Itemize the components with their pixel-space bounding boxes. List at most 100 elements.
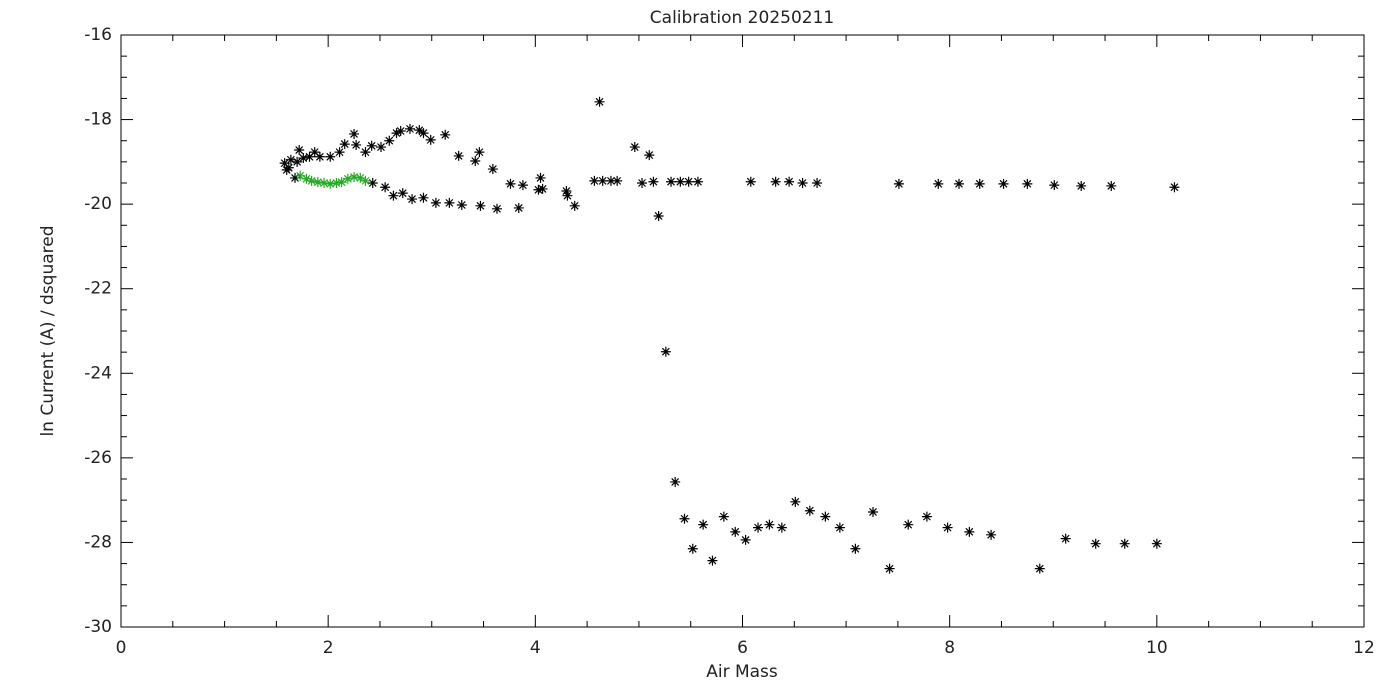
data-point xyxy=(295,170,306,181)
data-point xyxy=(986,529,997,540)
data-point xyxy=(921,511,932,522)
data-point xyxy=(784,176,795,187)
data-point xyxy=(336,177,347,188)
data-point xyxy=(418,192,429,203)
data-point xyxy=(1151,538,1162,549)
data-point xyxy=(325,151,336,162)
data-point xyxy=(375,142,386,153)
data-point xyxy=(562,190,573,201)
data-point xyxy=(355,172,366,183)
data-point xyxy=(505,178,516,189)
data-point xyxy=(474,147,485,158)
data-point xyxy=(487,164,498,175)
data-point xyxy=(1060,533,1071,544)
data-point xyxy=(597,175,608,186)
data-point xyxy=(425,134,436,145)
data-point xyxy=(1169,182,1180,193)
data-point xyxy=(492,203,503,214)
data-point xyxy=(349,128,360,139)
data-point xyxy=(707,555,718,566)
data-point xyxy=(349,172,360,183)
data-point xyxy=(589,175,600,186)
y-tick-label: -22 xyxy=(84,279,112,299)
data-point xyxy=(884,563,895,574)
data-point xyxy=(561,186,572,197)
data-point xyxy=(698,519,709,530)
data-point xyxy=(314,151,325,162)
data-point xyxy=(730,526,741,537)
data-point xyxy=(1076,180,1087,191)
data-point xyxy=(868,506,879,517)
data-point xyxy=(683,176,694,187)
data-point xyxy=(648,176,659,187)
data-point xyxy=(692,176,703,187)
data-point xyxy=(974,178,985,189)
y-tick-label: -30 xyxy=(84,617,112,637)
data-point xyxy=(644,150,655,161)
data-point xyxy=(407,194,418,205)
data-point xyxy=(804,505,815,516)
data-point xyxy=(776,522,787,533)
data-point xyxy=(1106,180,1117,191)
data-point xyxy=(444,197,455,208)
data-point xyxy=(850,543,861,554)
data-point xyxy=(1022,178,1033,189)
data-point xyxy=(637,178,648,188)
data-point xyxy=(351,139,362,150)
y-tick-label: -16 xyxy=(84,25,112,45)
data-point xyxy=(893,178,904,189)
data-point xyxy=(745,176,756,187)
y-tick-label: -24 xyxy=(84,363,112,383)
data-point xyxy=(440,129,451,140)
data-point xyxy=(903,519,914,530)
data-point xyxy=(367,178,378,188)
data-point xyxy=(1049,180,1060,191)
data-point xyxy=(687,543,698,554)
data-point xyxy=(470,156,481,167)
data-point xyxy=(304,151,315,162)
data-point xyxy=(718,511,729,522)
data-point xyxy=(670,476,681,487)
data-point xyxy=(279,158,290,169)
data-point xyxy=(331,178,342,188)
data-point xyxy=(298,153,309,164)
data-point xyxy=(764,519,775,530)
data-point xyxy=(342,173,353,184)
x-tick-label: 8 xyxy=(944,638,955,658)
data-point xyxy=(414,125,425,136)
x-tick-label: 4 xyxy=(530,638,541,658)
y-axis-label: ln Current (A) / dsquared xyxy=(38,225,58,436)
data-point xyxy=(537,183,548,194)
data-point xyxy=(360,147,371,158)
data-point xyxy=(388,190,399,201)
data-point xyxy=(533,184,544,195)
data-point xyxy=(290,172,301,183)
x-tick-label: 6 xyxy=(737,638,748,658)
data-point xyxy=(1090,538,1101,549)
data-point xyxy=(380,182,391,193)
x-tick-label: 10 xyxy=(1146,638,1168,658)
data-point xyxy=(629,142,640,153)
data-point xyxy=(475,200,486,211)
data-point xyxy=(301,173,312,184)
data-point xyxy=(740,534,751,545)
data-point xyxy=(679,513,690,524)
data-point xyxy=(306,175,317,186)
data-point xyxy=(834,522,845,533)
data-point xyxy=(312,177,323,188)
data-point xyxy=(513,202,524,213)
y-tick-label: -26 xyxy=(84,448,112,468)
data-point xyxy=(998,178,1009,189)
data-point xyxy=(666,176,677,187)
data-point xyxy=(404,123,415,134)
data-point xyxy=(675,176,686,187)
data-point xyxy=(292,156,303,167)
data-point xyxy=(594,96,605,107)
data-point xyxy=(456,199,467,210)
data-point xyxy=(418,128,429,139)
data-point xyxy=(535,172,546,183)
x-axis-label: Air Mass xyxy=(706,662,778,682)
data-point xyxy=(753,522,764,533)
data-point xyxy=(569,200,580,211)
